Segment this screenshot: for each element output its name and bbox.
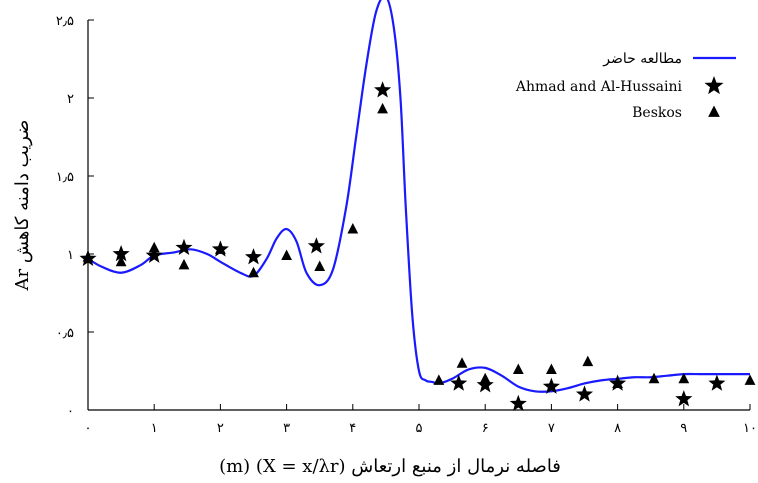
star-point: [145, 246, 163, 263]
y-tick-label: ۰٫۵: [56, 326, 74, 341]
star-point: [450, 374, 468, 391]
x-tick-label: ۳: [283, 421, 290, 436]
star-point: [112, 245, 130, 262]
triangle-point: [678, 372, 690, 384]
axis-ticks: ۰ ۱ ۲ ۳ ۴ ۵ ۶ ۷ ۸ ۹ ۱۰ ۰ ۰٫۵ ۱ ۱٫۵ ۲ ۲٫۵: [56, 14, 757, 436]
x-tick-label: ۱: [151, 421, 158, 436]
series-layer: [79, 0, 756, 412]
star-point: [675, 390, 693, 407]
triangle-point: [512, 363, 524, 374]
x-tick-label: ۰: [85, 421, 92, 436]
triangle-point: [546, 363, 557, 374]
star-point: [542, 377, 560, 394]
x-tick-label: ۸: [614, 421, 621, 436]
y-tick-label: ۲: [67, 92, 74, 107]
y-tick-label: ۰: [67, 404, 74, 419]
triangle-point: [612, 377, 623, 388]
star-point: [476, 376, 494, 393]
star-point: [175, 238, 193, 256]
y-tick-label: ۱: [67, 248, 74, 263]
triangle-point: [314, 260, 326, 271]
x-tick-label: ۷: [548, 421, 555, 436]
y-tick-label: ۱٫۵: [56, 170, 74, 185]
triangle-point: [433, 374, 445, 385]
x-tick-label: ۹: [680, 421, 687, 436]
y-axis-title: ضریب دامنه کاهش Ar: [12, 120, 33, 292]
x-tick-label: ۲: [217, 421, 224, 436]
triangle-point: [648, 372, 660, 384]
triangle-point: [248, 266, 259, 278]
triangle-point: [456, 357, 468, 368]
triangle-point: [377, 102, 388, 114]
legend-triangle-swatch: [708, 105, 720, 117]
star-point: [307, 237, 325, 254]
triangle-point: [215, 243, 226, 254]
triangle-point: [148, 241, 160, 253]
triangle-point: [744, 374, 756, 385]
triangle-point: [582, 355, 594, 367]
legend-label: Beskos: [632, 105, 682, 121]
triangle-point: [479, 372, 491, 384]
star-point: [575, 385, 594, 402]
legend-label: مطالعه حاضر: [602, 51, 682, 67]
x-axis-title: فاصله نرمال از منبع ارتعاش (X = x/λr) (m…: [219, 456, 561, 477]
y-tick-label: ۲٫۵: [56, 14, 74, 29]
legend-star-swatch: [704, 76, 724, 95]
star-point: [244, 248, 263, 265]
x-tick-label: ۶: [482, 421, 489, 436]
x-tick-label: ۵: [416, 421, 423, 436]
series-line-present-study: [87, 0, 750, 393]
star-point: [374, 81, 392, 98]
triangle-point: [178, 258, 190, 270]
x-tick-label: ۴: [349, 421, 356, 436]
star-point: [509, 394, 527, 412]
triangle-point: [82, 251, 94, 262]
triangle-point: [347, 223, 359, 234]
triangle-point: [115, 255, 127, 267]
star-point: [708, 374, 726, 391]
legend: مطالعه حاضر Ahmad and Al-Hussaini Beskos: [515, 51, 736, 121]
x-tick-label: ۱۰: [743, 421, 757, 436]
legend-label: Ahmad and Al-Hussaini: [515, 79, 683, 95]
triangle-point: [281, 249, 292, 261]
